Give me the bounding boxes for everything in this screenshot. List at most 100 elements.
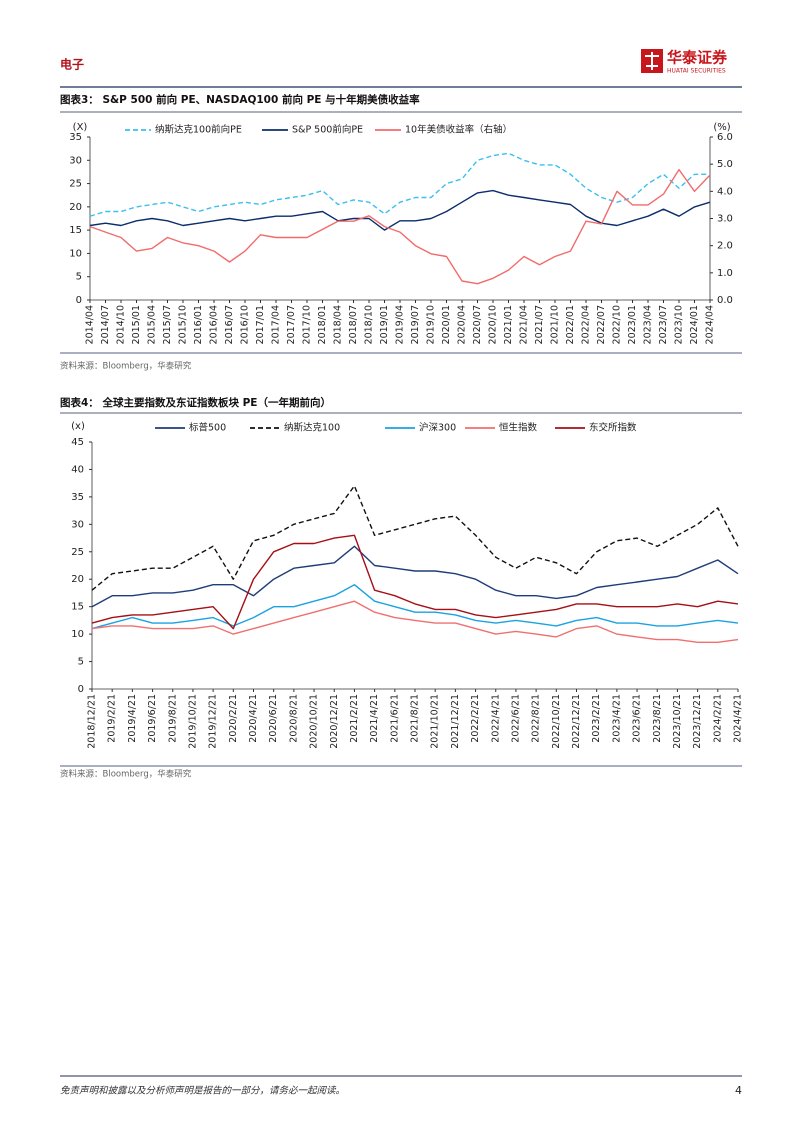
series-line [89, 152, 710, 217]
y-tick-label: 35 [69, 132, 82, 143]
x-tick-label: 2019/10 [426, 305, 437, 344]
x-tick-label: 2021/12/21 [450, 694, 461, 749]
figure-caption: 图表4： 全球主要指数及东证指数板块 PE（一年期前向） [60, 396, 331, 409]
y-tick-label: 5 [76, 272, 82, 283]
x-tick-label: 2023/6/21 [632, 694, 643, 743]
y-tick-label: 35 [71, 492, 84, 503]
x-tick-label: 2014/04 [85, 305, 96, 344]
y-tick-label: 10 [71, 629, 84, 640]
series-line [91, 534, 739, 630]
x-tick-label: 2020/07 [472, 305, 483, 344]
x-tick-label: 2024/4/21 [733, 694, 744, 743]
x-tick-label: 2015/04 [147, 305, 158, 344]
x-tick-label: 2024/01 [689, 305, 700, 344]
y2-tick-label: 0.0 [717, 295, 733, 306]
series-line [91, 545, 739, 608]
y-tick-label: 25 [71, 547, 84, 558]
y-tick-label: 40 [71, 464, 84, 475]
x-tick-label: 2017/01 [255, 305, 266, 344]
x-tick-label: 2016/10 [240, 305, 251, 344]
x-tick-label: 2017/10 [302, 305, 313, 344]
x-tick-label: 2020/12/21 [329, 694, 340, 749]
x-tick-label: 2022/01 [565, 305, 576, 344]
legend-label: 纳斯达克100 [284, 422, 340, 434]
legend-label: 标普500 [189, 422, 226, 434]
x-tick-label: 2023/8/21 [652, 694, 663, 743]
series-line [91, 584, 739, 630]
x-tick-label: 2014/07 [100, 305, 111, 344]
x-tick-label: 2019/01 [379, 305, 390, 344]
x-tick-label: 2023/04 [643, 305, 654, 344]
x-tick-label: 2023/01 [627, 305, 638, 344]
logo: 华泰证券 HUATAI SECURITIES [641, 49, 728, 75]
x-tick-label: 2020/10/21 [309, 694, 320, 749]
x-tick-label: 2023/10 [674, 305, 685, 344]
y-tick-label: 0 [76, 295, 82, 306]
x-tick-label: 2023/10/21 [672, 694, 683, 749]
x-tick-label: 2019/2/21 [107, 694, 118, 743]
x-tick-label: 2018/12/21 [87, 694, 98, 749]
x-tick-label: 2022/2/21 [470, 694, 481, 743]
legend-label: 沪深300 [419, 422, 456, 434]
y2-tick-label: 2.0 [717, 241, 733, 252]
y-tick-label: 30 [69, 155, 82, 166]
legend-label: 纳斯达克100前向PE [155, 124, 242, 136]
x-tick-label: 2015/10 [178, 305, 189, 344]
y2-tick-label: 5.0 [717, 159, 733, 170]
x-tick-label: 2016/01 [193, 305, 204, 344]
x-tick-label: 2021/10/21 [430, 694, 441, 749]
x-tick-label: 2021/4/21 [369, 694, 380, 743]
y-tick-label: 30 [71, 519, 84, 530]
y-tick-label: 0 [78, 684, 84, 695]
legend-label: 东交所指数 [589, 422, 637, 434]
y2-tick-label: 1.0 [717, 268, 733, 279]
x-tick-label: 2021/04 [519, 305, 530, 344]
logo-text-en: HUATAI SECURITIES [667, 68, 726, 75]
x-tick-label: 2020/8/21 [288, 694, 299, 743]
x-tick-label: 2018/04 [333, 305, 344, 344]
x-tick-label: 2020/6/21 [268, 694, 279, 743]
y2-tick-label: 4.0 [717, 186, 733, 197]
x-tick-label: 2015/07 [162, 305, 173, 344]
x-tick-label: 2017/04 [271, 305, 282, 344]
x-tick-label: 2023/07 [658, 305, 669, 344]
x-tick-label: 2023/4/21 [611, 694, 622, 743]
x-tick-label: 2024/2/21 [712, 694, 723, 743]
x-tick-label: 2018/10 [364, 305, 375, 344]
x-tick-label: 2020/2/21 [228, 694, 239, 743]
y2-tick-label: 3.0 [717, 214, 733, 225]
y-axis-unit: (x) [71, 421, 85, 432]
x-tick-label: 2017/07 [286, 305, 297, 344]
x-tick-label: 2019/8/21 [167, 694, 178, 743]
x-tick-label: 2020/4/21 [248, 694, 259, 743]
legend-label: S&P 500前向PE [292, 124, 363, 136]
x-tick-label: 2019/12/21 [208, 694, 219, 749]
x-tick-label: 2020/01 [441, 305, 452, 344]
series-line [89, 189, 711, 231]
x-tick-label: 2022/6/21 [510, 694, 521, 743]
x-tick-label: 2022/8/21 [531, 694, 542, 743]
x-tick-label: 2021/01 [503, 305, 514, 344]
series-line [89, 168, 711, 285]
x-tick-label: 2021/6/21 [389, 694, 400, 743]
legend-label: 恒生指数 [499, 422, 538, 434]
x-tick-label: 2014/10 [116, 305, 127, 344]
figure-caption: 图表3： S&P 500 前向 PE、NASDAQ100 前向 PE 与十年期美… [60, 93, 420, 106]
y2-tick-label: 6.0 [717, 132, 733, 143]
y-tick-label: 25 [69, 179, 82, 190]
x-tick-label: 2016/07 [224, 305, 235, 344]
x-tick-label: 2019/10/21 [187, 694, 198, 749]
source-note: 资料来源：Bloomberg，华泰研究 [60, 361, 192, 372]
x-tick-label: 2019/4/21 [127, 694, 138, 743]
y-tick-label: 10 [69, 248, 82, 259]
y-tick-label: 20 [71, 574, 84, 585]
y-axis-unit: (X) [73, 122, 88, 133]
x-tick-label: 2021/8/21 [410, 694, 421, 743]
x-tick-label: 2022/10/21 [551, 694, 562, 749]
series-line [91, 600, 739, 643]
x-tick-label: 2023/2/21 [591, 694, 602, 743]
series-line [91, 485, 739, 591]
disclaimer: 免责声明和披露以及分析师声明是报告的一部分，请务必一起阅读。 [60, 1085, 345, 1097]
x-tick-label: 2022/07 [596, 305, 607, 344]
